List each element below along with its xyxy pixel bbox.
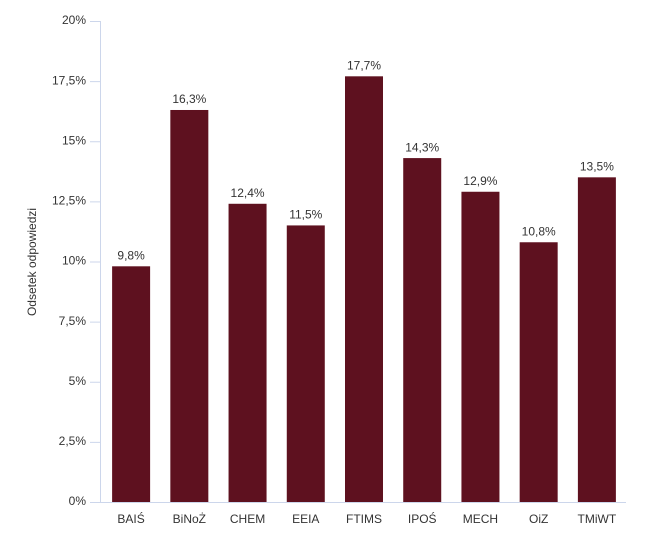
bar bbox=[461, 191, 500, 502]
x-tick-label: IPOŚ bbox=[408, 511, 437, 526]
bar bbox=[403, 158, 442, 502]
y-axis-label: Odsetek odpowiedzi bbox=[25, 208, 39, 316]
x-tick-label: FTIMS bbox=[346, 512, 382, 526]
bar bbox=[170, 109, 209, 503]
x-tick-label: MECH bbox=[463, 512, 498, 526]
data-label: 13,5% bbox=[580, 159, 614, 173]
y-tick-label: 5% bbox=[69, 374, 87, 388]
y-tick-label: 2,5% bbox=[59, 434, 87, 448]
data-label: 16,3% bbox=[172, 92, 206, 106]
x-tick-label: CHEM bbox=[230, 512, 265, 526]
y-tick-label: 12,5% bbox=[52, 194, 86, 208]
bar bbox=[345, 76, 383, 502]
x-tick-label: BAIŚ bbox=[117, 511, 144, 526]
bar bbox=[228, 203, 267, 502]
x-tick-label: OiZ bbox=[529, 512, 548, 526]
x-tick-label: TMiWT bbox=[578, 512, 617, 526]
bar bbox=[286, 225, 325, 503]
x-tick-label: EEIA bbox=[292, 512, 319, 526]
data-label: 12,9% bbox=[463, 174, 497, 188]
y-tick-label: 20% bbox=[62, 13, 86, 27]
y-tick-label: 15% bbox=[62, 133, 86, 147]
data-label: 11,5% bbox=[289, 208, 322, 222]
y-tick-label: 17,5% bbox=[52, 73, 86, 87]
x-tick-label: BiNoŻ bbox=[173, 512, 206, 526]
data-label: 9,8% bbox=[117, 248, 145, 262]
data-label: 14,3% bbox=[405, 140, 439, 154]
data-label: 10,8% bbox=[522, 224, 556, 238]
data-label: 17,7% bbox=[347, 58, 381, 72]
data-label: 12,4% bbox=[231, 186, 265, 200]
y-tick-label: 0% bbox=[69, 494, 87, 508]
bar bbox=[577, 177, 616, 502]
bar bbox=[112, 266, 151, 502]
y-tick-label: 7,5% bbox=[59, 314, 87, 328]
bar bbox=[519, 242, 558, 502]
y-tick-label: 10% bbox=[62, 254, 86, 268]
